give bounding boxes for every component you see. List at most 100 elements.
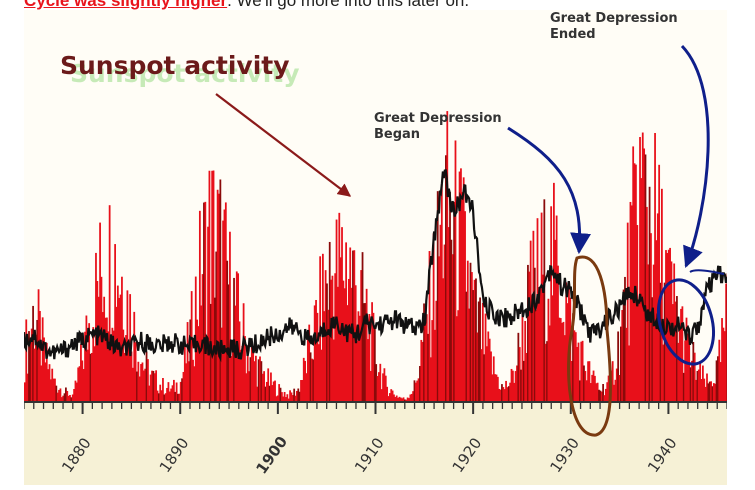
sunspot-bar bbox=[249, 357, 252, 402]
sunspot-bar bbox=[613, 384, 615, 402]
top-text-line: Cycle was slightly higher. We'll go more… bbox=[24, 0, 469, 11]
sunspot-bar bbox=[570, 361, 573, 402]
sunspot-bar bbox=[542, 274, 544, 402]
sunspot-bar bbox=[47, 369, 50, 402]
sunspot-bar bbox=[382, 373, 384, 402]
gd-ended-label-2: Ended bbox=[550, 27, 596, 42]
sunspot-bar bbox=[583, 365, 585, 402]
sunspot-bar bbox=[205, 336, 208, 402]
sunspot-bar bbox=[341, 227, 343, 402]
sunspot-bar bbox=[66, 390, 69, 402]
sunspot-bar bbox=[611, 361, 614, 402]
sunspot-bar bbox=[280, 392, 283, 402]
sunspot-bar bbox=[49, 379, 52, 402]
sunspot-bar bbox=[414, 382, 417, 402]
sunspot-chart: 1880 1890 1900 1910 1920 1930 1940 Sunspot act… bbox=[24, 11, 727, 485]
sunspot-bar bbox=[383, 368, 386, 402]
sunspot-bar bbox=[368, 314, 371, 402]
sunspot-bar bbox=[574, 332, 577, 402]
sunspot-bar bbox=[178, 393, 181, 402]
sunspot-bar bbox=[678, 322, 681, 402]
sunspot-bar bbox=[553, 182, 555, 402]
sunspot-bar bbox=[498, 388, 501, 402]
sunspot-bar bbox=[606, 382, 609, 402]
sunspot-bar bbox=[265, 381, 268, 402]
sunspot-bar bbox=[416, 380, 419, 402]
sunspot-bar bbox=[337, 286, 339, 402]
sunspot-bar bbox=[443, 244, 446, 402]
sunspot-bar bbox=[503, 389, 506, 402]
sunspot-bar bbox=[483, 354, 486, 402]
sunspot-bar bbox=[551, 295, 554, 402]
sunspot-bar bbox=[301, 380, 304, 402]
sunspot-bar bbox=[147, 359, 149, 402]
sunspot-bar bbox=[70, 397, 73, 402]
sunspot-bar bbox=[662, 344, 665, 402]
sunspot-bar bbox=[507, 386, 510, 402]
sunspot-bar bbox=[636, 225, 639, 402]
sunspot-bar bbox=[136, 371, 138, 402]
sunspot-bar bbox=[211, 170, 214, 402]
sunspot-bar bbox=[563, 335, 566, 402]
sunspot-bar bbox=[115, 306, 118, 402]
sunspot-bar bbox=[641, 132, 644, 402]
sunspot-bar bbox=[168, 391, 171, 402]
sunspot-bar bbox=[58, 389, 60, 402]
sunspot-bar bbox=[604, 388, 607, 402]
sunspot-bar bbox=[33, 348, 36, 402]
sunspot-bar bbox=[148, 385, 151, 402]
sunspot-bar bbox=[412, 391, 414, 402]
sunspot-bar bbox=[142, 370, 145, 402]
sunspot-bar bbox=[149, 374, 152, 402]
sunspot-bar bbox=[317, 344, 320, 402]
sunspot-bar bbox=[286, 394, 289, 402]
sunspot-bar bbox=[207, 226, 209, 402]
sunspot-bar bbox=[528, 271, 531, 402]
sunspot-bar bbox=[226, 260, 229, 402]
sunspot-bar bbox=[190, 291, 193, 402]
sunspot-bar bbox=[304, 360, 306, 402]
sunspot-bar bbox=[461, 192, 464, 402]
sunspot-bar bbox=[699, 361, 702, 402]
sunspot-bar bbox=[468, 308, 471, 402]
sunspot-bar bbox=[402, 397, 405, 402]
sunspot-bar bbox=[533, 267, 536, 402]
sunspot-bar bbox=[717, 356, 719, 402]
sunspot-bar bbox=[311, 358, 313, 402]
sunspot-bar bbox=[421, 341, 424, 402]
sunspot-bar bbox=[293, 388, 296, 402]
sunspot-bar bbox=[647, 264, 650, 402]
sunspot-bar bbox=[419, 365, 421, 402]
axis-band bbox=[24, 402, 727, 485]
sunspot-bar bbox=[134, 342, 137, 402]
sunspot-bar bbox=[475, 278, 477, 402]
sunspot-bar bbox=[186, 322, 189, 402]
sunspot-bar bbox=[704, 386, 707, 402]
sunspot-bar bbox=[380, 389, 383, 402]
sunspot-bar bbox=[481, 302, 484, 402]
gd-ended-label-1: Great Depression bbox=[550, 11, 678, 26]
sunspot-bar bbox=[250, 344, 253, 402]
sunspot-bar bbox=[203, 202, 205, 402]
sunspot-bar bbox=[89, 353, 92, 402]
sunspot-bar bbox=[287, 398, 290, 402]
sunspot-bar bbox=[408, 398, 410, 402]
sunspot-bar bbox=[435, 300, 438, 402]
sunspot-bar bbox=[196, 319, 199, 402]
sunspot-bar bbox=[577, 342, 580, 402]
sunspot-bar bbox=[315, 299, 317, 402]
sunspot-bar bbox=[397, 397, 399, 402]
top-text-rest: . We'll go more into this later on. bbox=[227, 0, 470, 10]
sunspot-bar bbox=[107, 331, 110, 402]
sunspot-bar bbox=[480, 349, 483, 402]
sunspot-bar bbox=[525, 352, 528, 402]
sunspot-bar bbox=[521, 310, 524, 402]
sunspot-bar bbox=[335, 219, 338, 402]
sunspot-bar bbox=[688, 336, 691, 402]
sunspot-bar bbox=[714, 383, 717, 402]
sunspot-bar bbox=[607, 375, 610, 402]
sunspot-bar bbox=[268, 385, 271, 402]
sunspot-bar bbox=[256, 386, 259, 402]
sunspot-bar bbox=[99, 222, 101, 402]
sunspot-bar bbox=[282, 396, 285, 402]
